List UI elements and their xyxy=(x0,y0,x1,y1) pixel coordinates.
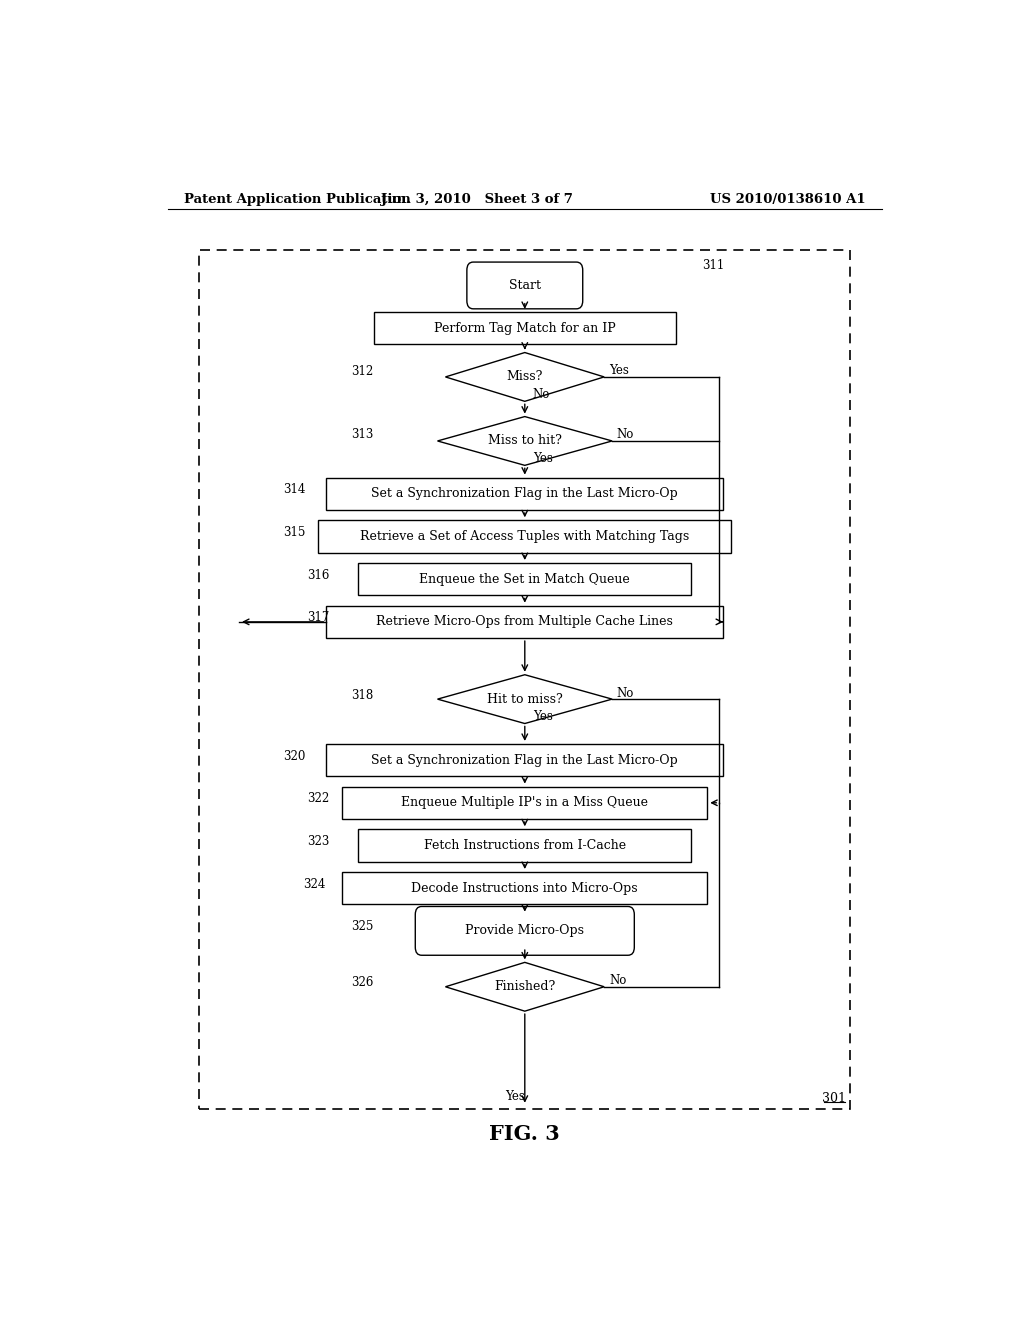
Text: FIG. 3: FIG. 3 xyxy=(489,1125,560,1144)
Bar xyxy=(358,829,691,862)
Text: 316: 316 xyxy=(307,569,330,582)
Text: US 2010/0138610 A1: US 2010/0138610 A1 xyxy=(711,193,866,206)
Text: Provide Micro-Ops: Provide Micro-Ops xyxy=(465,924,585,937)
Text: No: No xyxy=(609,974,627,987)
Text: Miss?: Miss? xyxy=(507,371,543,383)
Text: Yes: Yes xyxy=(532,451,553,465)
Bar xyxy=(342,787,708,818)
Text: 311: 311 xyxy=(702,259,725,272)
Text: 313: 313 xyxy=(351,429,374,441)
Text: Perform Tag Match for an IP: Perform Tag Match for an IP xyxy=(434,322,615,335)
Bar xyxy=(374,312,676,345)
Text: Patent Application Publication: Patent Application Publication xyxy=(183,193,411,206)
Text: Start: Start xyxy=(509,279,541,292)
Text: 301: 301 xyxy=(822,1092,846,1105)
Text: 323: 323 xyxy=(307,836,330,847)
Text: Yes: Yes xyxy=(532,710,553,723)
Text: Yes: Yes xyxy=(505,1090,525,1104)
Polygon shape xyxy=(445,352,604,401)
Text: No: No xyxy=(532,388,550,401)
Text: Retrieve a Set of Access Tuples with Matching Tags: Retrieve a Set of Access Tuples with Mat… xyxy=(360,531,689,543)
Text: No: No xyxy=(616,429,634,441)
Text: Decode Instructions into Micro-Ops: Decode Instructions into Micro-Ops xyxy=(412,882,638,895)
Text: Enqueue the Set in Match Queue: Enqueue the Set in Match Queue xyxy=(420,573,630,586)
FancyBboxPatch shape xyxy=(467,263,583,309)
Text: 314: 314 xyxy=(284,483,306,496)
Text: Jun. 3, 2010   Sheet 3 of 7: Jun. 3, 2010 Sheet 3 of 7 xyxy=(381,193,573,206)
Text: 325: 325 xyxy=(351,920,374,933)
Text: 318: 318 xyxy=(351,689,373,701)
Bar xyxy=(342,873,708,904)
Polygon shape xyxy=(445,962,604,1011)
Text: 315: 315 xyxy=(284,525,306,539)
Text: 322: 322 xyxy=(307,792,330,805)
Text: 312: 312 xyxy=(351,366,373,379)
Bar xyxy=(327,478,723,510)
Text: 324: 324 xyxy=(303,878,326,891)
Text: Hit to miss?: Hit to miss? xyxy=(487,693,562,706)
Text: Yes: Yes xyxy=(609,364,629,378)
Bar xyxy=(318,520,731,553)
Text: Set a Synchronization Flag in the Last Micro-Op: Set a Synchronization Flag in the Last M… xyxy=(372,754,678,767)
Bar xyxy=(327,606,723,638)
FancyBboxPatch shape xyxy=(416,907,634,956)
Polygon shape xyxy=(437,675,612,723)
Text: Finished?: Finished? xyxy=(495,981,555,993)
Bar xyxy=(358,562,691,595)
Bar xyxy=(327,744,723,776)
Bar xyxy=(200,249,850,1109)
Text: Set a Synchronization Flag in the Last Micro-Op: Set a Synchronization Flag in the Last M… xyxy=(372,487,678,500)
Text: No: No xyxy=(616,686,634,700)
Text: Fetch Instructions from I-Cache: Fetch Instructions from I-Cache xyxy=(424,840,626,851)
Text: Retrieve Micro-Ops from Multiple Cache Lines: Retrieve Micro-Ops from Multiple Cache L… xyxy=(377,615,673,628)
Polygon shape xyxy=(437,417,612,466)
Text: Enqueue Multiple IP's in a Miss Queue: Enqueue Multiple IP's in a Miss Queue xyxy=(401,796,648,809)
Text: 320: 320 xyxy=(284,750,306,763)
Text: 317: 317 xyxy=(307,611,330,624)
Text: 326: 326 xyxy=(351,977,374,989)
Text: Miss to hit?: Miss to hit? xyxy=(487,434,562,447)
